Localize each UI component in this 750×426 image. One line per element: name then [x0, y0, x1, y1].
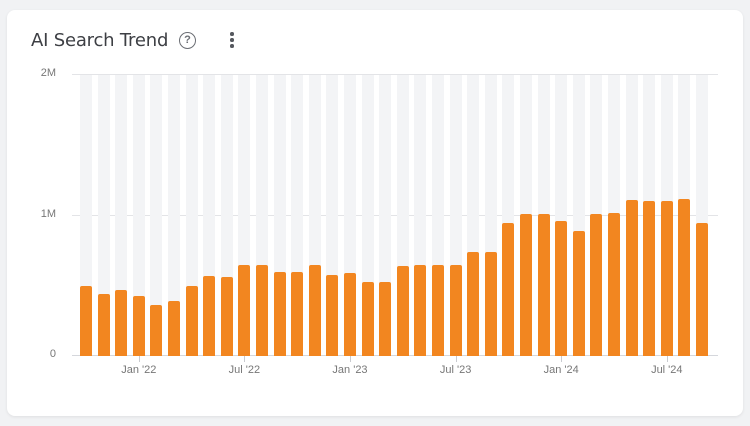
bar[interactable] [625, 200, 638, 356]
bar[interactable] [308, 264, 321, 356]
x-axis-tick [561, 356, 563, 362]
x-axis-tick [666, 356, 668, 362]
bar[interactable] [502, 222, 515, 356]
bar[interactable] [520, 214, 532, 356]
bar[interactable] [97, 294, 110, 356]
bar[interactable] [678, 198, 691, 356]
bar[interactable] [449, 264, 462, 356]
bar[interactable] [326, 274, 339, 356]
x-axis-tick [455, 356, 457, 362]
bar[interactable] [150, 305, 163, 356]
gridline [72, 214, 718, 216]
x-axis-label: Jan '22 [121, 364, 157, 376]
x-axis-label: Jul '22 [228, 364, 261, 376]
bar-background [115, 75, 128, 356]
bar[interactable] [185, 285, 198, 356]
bar[interactable] [572, 230, 585, 356]
bar[interactable] [484, 252, 497, 356]
bar[interactable] [344, 273, 356, 356]
bar[interactable] [203, 275, 216, 356]
y-axis-label: 2M [40, 67, 56, 79]
x-axis-label: Jul '23 [439, 364, 472, 376]
bar[interactable] [361, 281, 374, 356]
bar-background [168, 75, 180, 356]
bar[interactable] [238, 264, 251, 356]
bar[interactable] [273, 271, 286, 356]
bar[interactable] [696, 222, 708, 356]
bar[interactable] [115, 289, 128, 356]
bar[interactable] [168, 301, 180, 356]
bar[interactable] [396, 266, 409, 356]
y-axis-label: 0 [49, 348, 56, 360]
x-axis-label: Jan '24 [543, 364, 579, 376]
x-axis-label: Jul '24 [651, 364, 683, 376]
x-axis-label: Jan '23 [332, 364, 368, 376]
x-axis-tick [350, 356, 351, 362]
bar[interactable] [291, 271, 304, 356]
bar[interactable] [555, 221, 568, 356]
bar[interactable] [660, 201, 673, 356]
bar[interactable] [467, 252, 480, 356]
x-axis-tick [138, 356, 140, 362]
x-axis-tick [244, 356, 246, 362]
chart-title: AI Search Trend [31, 30, 169, 51]
help-icon[interactable]: ? [179, 32, 196, 49]
bar-background [97, 75, 110, 356]
chart-card: AI Search Trend ? 0 1M 2M Jan '22 Jul '22 Jan… [7, 10, 743, 416]
bar-background [132, 75, 145, 356]
x-axis-line [72, 355, 718, 356]
gridline [72, 74, 718, 75]
more-menu-icon[interactable] [229, 32, 235, 50]
y-axis-label: 1M [40, 207, 56, 220]
bar[interactable] [608, 212, 620, 356]
bar[interactable] [80, 285, 92, 356]
bar[interactable] [432, 264, 444, 356]
bar[interactable] [643, 201, 656, 356]
bar[interactable] [379, 281, 392, 356]
bar[interactable] [256, 264, 268, 356]
bar[interactable] [537, 214, 550, 356]
bar[interactable] [590, 214, 603, 356]
bar[interactable] [132, 295, 145, 356]
bar-background [150, 75, 163, 356]
bar[interactable] [414, 264, 427, 356]
bar[interactable] [220, 277, 233, 356]
